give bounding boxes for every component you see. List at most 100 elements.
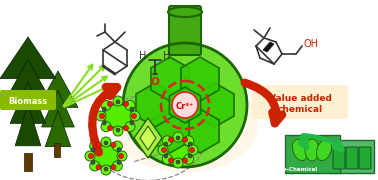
Circle shape [130,111,140,121]
FancyArrowPatch shape [245,83,282,123]
Circle shape [130,107,134,111]
Circle shape [107,126,113,131]
Polygon shape [5,59,51,101]
Polygon shape [169,87,201,123]
Circle shape [130,121,134,125]
Circle shape [101,122,111,132]
Circle shape [104,167,108,171]
Circle shape [117,147,121,152]
Circle shape [99,114,104,118]
Text: Biomass: Biomass [8,96,48,105]
FancyBboxPatch shape [333,147,345,169]
FancyArrowPatch shape [300,138,307,148]
Ellipse shape [113,78,257,172]
Circle shape [118,154,124,159]
FancyBboxPatch shape [346,147,358,169]
Polygon shape [10,82,46,123]
FancyBboxPatch shape [252,85,348,119]
Polygon shape [181,57,219,101]
Circle shape [123,43,247,167]
Circle shape [176,160,180,164]
Circle shape [183,137,187,142]
Circle shape [164,154,168,158]
Circle shape [96,142,101,147]
Ellipse shape [166,140,190,160]
Text: Cr³⁺: Cr³⁺ [176,102,194,111]
Circle shape [184,154,194,164]
Circle shape [132,114,136,118]
Circle shape [125,100,135,110]
Polygon shape [181,109,219,153]
Circle shape [107,101,113,106]
Circle shape [184,136,194,146]
Circle shape [117,161,121,165]
Circle shape [176,136,180,140]
Circle shape [173,158,183,168]
Circle shape [188,142,192,146]
FancyArrowPatch shape [303,135,342,150]
Circle shape [164,142,168,146]
Circle shape [163,136,172,146]
FancyBboxPatch shape [54,143,60,157]
Circle shape [102,107,106,111]
Circle shape [112,161,122,171]
Polygon shape [38,71,78,107]
Polygon shape [134,118,162,158]
Circle shape [101,137,111,147]
Circle shape [96,165,101,170]
Text: H: H [139,51,147,61]
Ellipse shape [168,7,202,17]
FancyBboxPatch shape [359,147,371,169]
Circle shape [104,141,108,145]
Ellipse shape [104,104,132,128]
Circle shape [173,132,183,142]
Polygon shape [136,83,174,127]
Text: OH: OH [304,39,319,49]
Ellipse shape [151,61,179,99]
Ellipse shape [316,139,332,161]
Circle shape [125,122,135,132]
Circle shape [96,111,106,121]
Polygon shape [263,42,274,52]
Polygon shape [151,57,189,101]
FancyBboxPatch shape [285,135,340,173]
Circle shape [85,151,95,161]
Circle shape [101,165,111,175]
Circle shape [111,165,116,170]
Circle shape [158,145,168,155]
Polygon shape [140,126,156,150]
FancyBboxPatch shape [169,6,201,55]
FancyArrowPatch shape [92,87,117,152]
Text: H: H [163,51,171,61]
Circle shape [90,141,100,151]
Circle shape [91,161,95,165]
Circle shape [188,154,192,158]
Circle shape [112,141,122,151]
Polygon shape [151,109,189,153]
Polygon shape [45,110,71,147]
Circle shape [117,151,127,161]
Text: Agro-Chemical: Agro-Chemical [273,166,319,172]
Circle shape [90,161,100,171]
Circle shape [124,101,129,106]
FancyBboxPatch shape [0,90,56,110]
Circle shape [124,126,129,131]
Circle shape [88,154,93,159]
Circle shape [102,121,106,125]
Circle shape [163,154,172,164]
Circle shape [169,158,174,163]
Circle shape [113,96,123,106]
Ellipse shape [293,139,308,161]
Polygon shape [196,83,234,127]
FancyBboxPatch shape [24,153,32,171]
Circle shape [161,147,166,152]
Circle shape [116,100,120,104]
Polygon shape [15,104,41,146]
FancyBboxPatch shape [330,140,374,173]
Circle shape [188,145,198,155]
Circle shape [169,137,174,142]
Polygon shape [0,37,56,79]
Text: O: O [150,77,160,87]
Circle shape [172,92,198,118]
Circle shape [116,128,120,132]
